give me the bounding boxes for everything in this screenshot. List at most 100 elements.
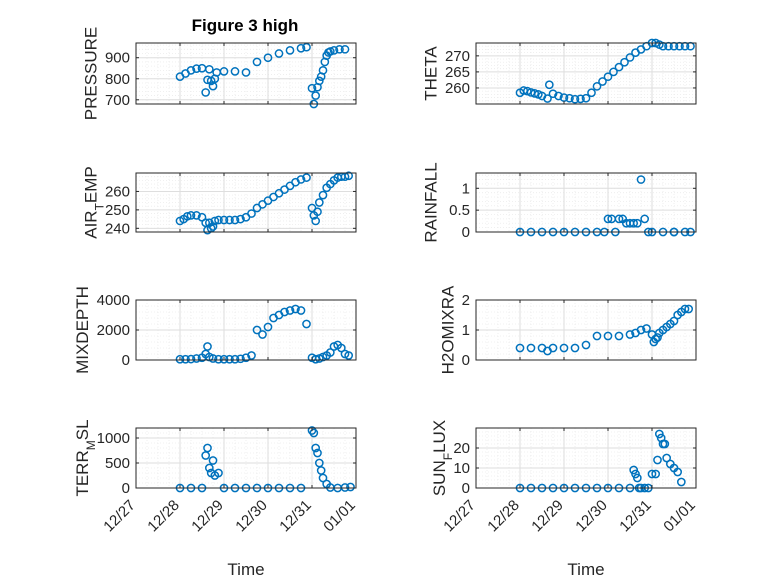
data-point xyxy=(296,175,306,184)
data-point xyxy=(632,473,642,483)
data-point xyxy=(565,93,574,103)
data-point xyxy=(346,482,355,492)
data-point xyxy=(258,330,267,339)
data-point xyxy=(203,342,212,351)
data-point xyxy=(186,211,196,220)
y-tick-label: 2000 xyxy=(97,322,130,339)
data-point xyxy=(302,42,311,52)
y-tick-label: 0 xyxy=(462,352,470,369)
data-point xyxy=(629,218,639,228)
data-point xyxy=(314,198,324,207)
data-point xyxy=(603,214,613,224)
data-point xyxy=(210,216,220,226)
data-point xyxy=(614,214,624,224)
data-point xyxy=(570,94,580,104)
x-tick-label: 12/29 xyxy=(528,497,567,536)
data-point xyxy=(325,348,335,357)
y-tick-label: 0 xyxy=(122,352,130,369)
y-axis-label: THETA xyxy=(422,46,441,101)
y-tick-label: 265 xyxy=(445,64,470,81)
data-point xyxy=(230,354,240,364)
data-point xyxy=(576,94,585,104)
x-tick-label: 12/28 xyxy=(144,497,183,536)
data-point xyxy=(676,477,686,487)
x-tick-label: 12/31 xyxy=(276,497,315,536)
data-point xyxy=(653,333,662,342)
x-tick-label: 12/27 xyxy=(100,497,139,536)
y-tick-label: 240 xyxy=(105,220,130,237)
data-point xyxy=(186,65,196,75)
data-point xyxy=(219,354,229,364)
data-point xyxy=(186,354,196,364)
data-point xyxy=(526,343,536,353)
x-tick-label: 12/30 xyxy=(572,497,611,536)
data-point xyxy=(548,89,558,99)
y-tick-label: 20 xyxy=(453,440,470,457)
data-point xyxy=(285,306,295,315)
y-tick-label: 270 xyxy=(445,48,470,65)
data-point xyxy=(603,72,613,82)
y-axis-label: RAINFALL xyxy=(422,162,441,242)
data-point xyxy=(311,91,321,100)
x-axis-label: Time xyxy=(227,560,264,579)
data-point xyxy=(192,354,201,363)
data-point xyxy=(252,57,262,67)
data-point xyxy=(318,65,328,75)
y-axis-label: TERRMSL xyxy=(73,419,98,496)
data-point xyxy=(662,453,672,463)
data-point xyxy=(680,304,690,314)
data-point xyxy=(296,306,306,315)
data-point xyxy=(344,171,354,181)
data-point xyxy=(636,175,646,184)
y-tick-label: 0 xyxy=(462,480,470,497)
y-tick-label: 1 xyxy=(462,322,470,339)
data-point xyxy=(629,465,639,475)
data-point xyxy=(230,215,240,225)
data-point xyxy=(225,215,234,225)
data-point xyxy=(570,343,580,353)
axes-box xyxy=(475,172,697,233)
y-tick-label: 0 xyxy=(122,480,130,497)
data-point xyxy=(309,428,319,438)
y-tick-label: 0 xyxy=(462,224,470,241)
data-point xyxy=(201,88,211,97)
data-point xyxy=(214,354,223,364)
data-point xyxy=(318,473,328,483)
data-point xyxy=(581,340,591,350)
data-point xyxy=(631,469,640,479)
data-point xyxy=(291,304,300,314)
x-tick-label: 12/30 xyxy=(232,497,271,536)
y-tick-label: 1 xyxy=(462,180,470,197)
data-point xyxy=(544,80,554,90)
data-point xyxy=(208,354,218,363)
data-point xyxy=(592,81,602,91)
data-point xyxy=(543,94,552,103)
data-point xyxy=(247,209,256,218)
data-point xyxy=(329,46,339,55)
data-point xyxy=(263,322,273,332)
data-point xyxy=(335,44,344,54)
data-point xyxy=(609,67,618,77)
data-point xyxy=(654,429,664,439)
data-point xyxy=(313,207,322,217)
x-tick-label: 12/28 xyxy=(484,497,523,536)
axes-box xyxy=(135,427,357,489)
data-point xyxy=(182,211,192,221)
data-point xyxy=(598,77,607,86)
data-point xyxy=(285,46,295,55)
x-tick-label: 12/31 xyxy=(616,497,655,536)
data-point xyxy=(603,331,613,341)
data-point xyxy=(653,455,662,465)
y-tick-label: 900 xyxy=(105,50,130,67)
x-tick-label: 01/01 xyxy=(320,497,359,536)
data-point xyxy=(554,91,563,101)
data-point xyxy=(214,215,223,225)
data-point xyxy=(660,439,670,449)
data-point xyxy=(302,173,311,182)
data-point xyxy=(214,468,223,478)
y-tick-label: 500 xyxy=(105,455,130,472)
